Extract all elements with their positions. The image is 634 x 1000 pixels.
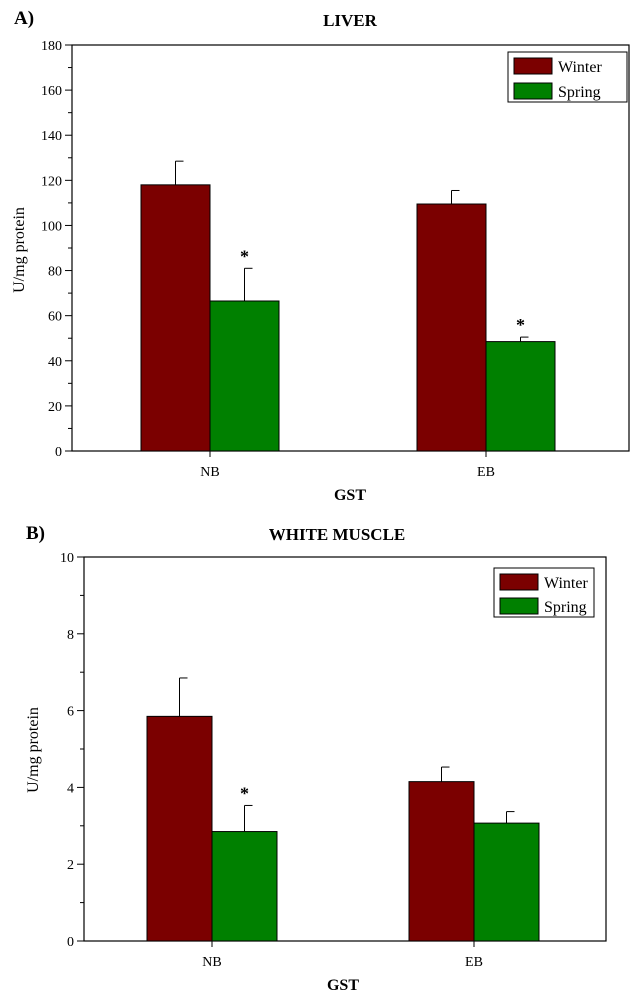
bar-winter-nb: [140, 184, 211, 452]
y-tick-label: 2: [67, 858, 74, 873]
y-tick-label: 4: [67, 781, 74, 796]
y-tick-label: 6: [67, 705, 74, 720]
y-axis-label: U/mg protein: [25, 707, 42, 793]
bar-spring-nb: [209, 300, 280, 452]
y-tick-label: 120: [41, 174, 62, 189]
bar-spring-eb: [485, 341, 556, 452]
panel-letter: A): [14, 8, 34, 29]
chart-panel-liver: A) LIVER U/mg protein GST 0 20 40 60 80 100 12…: [11, 8, 630, 504]
legend-label: Spring: [558, 84, 601, 101]
y-tick-label: 180: [41, 39, 62, 54]
x-axis-label: GST: [334, 487, 366, 504]
y-axis-label: U/mg protein: [11, 207, 28, 293]
significance-mark: *: [240, 783, 249, 803]
legend-label: Spring: [544, 599, 587, 616]
bar-spring-eb: [473, 822, 540, 942]
x-tick-label: NB: [202, 955, 221, 970]
legend-swatch: [513, 57, 553, 75]
y-tick-label: 160: [41, 84, 62, 99]
x-tick-label: NB: [200, 465, 219, 480]
panel-letter: B): [26, 523, 45, 544]
legend-label: Winter: [558, 59, 602, 76]
bar-winter-eb: [416, 203, 487, 452]
y-tick-label: 8: [67, 628, 74, 643]
x-tick-label: EB: [465, 955, 483, 970]
legend-swatch: [499, 597, 539, 615]
significance-mark: *: [240, 246, 249, 266]
chart-panel-white-muscle: B) WHITE MUSCLE U/mg protein GST 0 2 4 6 8 10…: [25, 523, 607, 994]
y-tick-label: 100: [41, 219, 62, 234]
y-tick-label: 20: [48, 400, 62, 415]
legend-swatch: [513, 82, 553, 100]
y-tick-label: 60: [48, 310, 62, 325]
y-tick-label: 0: [67, 935, 74, 950]
y-tick-label: 0: [55, 445, 62, 460]
legend-swatch: [499, 573, 539, 591]
y-tick-label: 10: [60, 551, 74, 566]
legend: Winter Spring: [493, 567, 595, 618]
bar-winter-eb: [408, 781, 475, 942]
x-tick-label: EB: [477, 465, 495, 480]
y-tick-label: 80: [48, 265, 62, 280]
y-tick-label: 140: [41, 129, 62, 144]
bar-spring-nb: [211, 831, 278, 942]
significance-mark: *: [516, 315, 525, 335]
legend: Winter Spring: [507, 51, 628, 103]
chart-title: LIVER: [323, 11, 378, 30]
legend-label: Winter: [544, 575, 588, 592]
bar-winter-nb: [146, 715, 213, 942]
y-tick-label: 40: [48, 355, 62, 370]
chart-title: WHITE MUSCLE: [269, 525, 406, 544]
x-axis-label: GST: [327, 977, 359, 994]
